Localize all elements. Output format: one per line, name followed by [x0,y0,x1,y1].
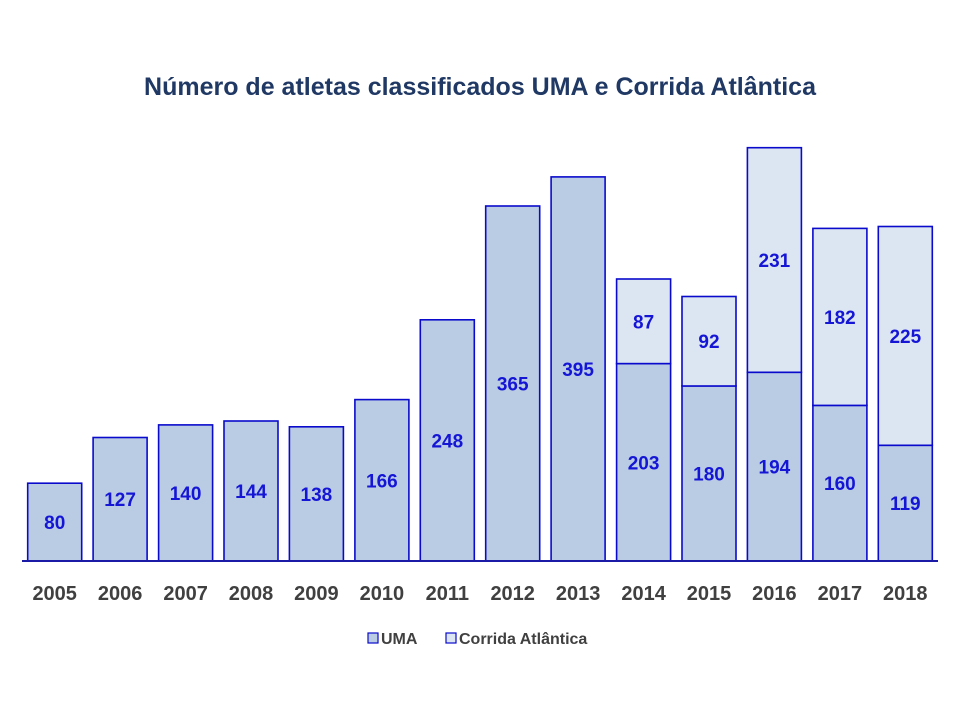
bar-uma-2017 [812,404,868,562]
data-label-uma-2006: 127 [104,490,136,511]
data-label-uma-2010: 166 [366,471,398,492]
bars-group [26,146,934,562]
legend-label-uma: UMA [381,631,418,648]
bar-uma-2018 [877,444,934,562]
bar-corrida-atlantica-2016 [746,146,803,374]
x-tick-2010: 2010 [360,583,405,605]
data-label-uma-2013: 395 [562,360,594,381]
data-label-corrida-atlantica-2014: 87 [633,312,654,333]
x-tick-labels: 2005 2006 2007 2008 2009 2010 2011 2012 2013 2014… [32,583,927,605]
bar-uma-2012 [484,205,541,562]
bar-uma-2014 [615,362,672,562]
bar-uma-2005 [26,482,83,562]
legend-label-corrida-atlantica: Corrida Atlântica [459,631,587,648]
data-label-uma-2014: 203 [628,453,660,474]
data-label-uma-2017: 160 [824,474,856,495]
data-labels-group: 80 127 140 144 138 166 248 365 395 203 87 180 92 194 2… [44,251,921,534]
x-tick-2018: 2018 [883,583,928,605]
data-label-uma-2005: 80 [44,513,65,534]
legend-swatch-uma [367,632,379,644]
x-tick-2006: 2006 [98,583,143,605]
x-tick-2005: 2005 [32,583,77,605]
legend-swatch-corrida-atlantica [445,632,457,644]
x-tick-2017: 2017 [818,583,863,605]
data-label-corrida-atlantica-2017: 182 [824,308,856,329]
bar-corrida-atlantica-2017 [812,227,868,407]
x-tick-2009: 2009 [294,583,339,605]
data-label-uma-2009: 138 [301,485,333,506]
data-label-corrida-atlantica-2015: 92 [698,332,719,353]
data-label-uma-2011: 248 [431,431,463,452]
bar-uma-2010 [354,398,410,562]
data-label-uma-2007: 140 [170,484,202,505]
x-tick-2015: 2015 [687,583,732,605]
bar-corrida-atlantica-2015 [681,295,737,387]
bar-corrida-atlantica-2018 [877,225,934,447]
x-tick-2012: 2012 [490,583,535,605]
data-label-uma-2008: 144 [235,482,267,503]
bar-uma-2015 [681,385,737,562]
x-tick-2007: 2007 [163,583,208,605]
x-tick-2011: 2011 [426,583,469,605]
data-label-uma-2012: 365 [497,375,529,396]
bar-uma-2006 [92,436,148,562]
x-tick-2008: 2008 [229,583,274,605]
data-label-uma-2015: 180 [693,465,725,486]
data-label-corrida-atlantica-2016: 231 [759,251,791,272]
legend: UMA Corrida Atlântica [367,631,587,648]
x-tick-2016: 2016 [752,583,797,605]
bar-uma-2007 [157,424,214,562]
x-tick-2013: 2013 [556,583,601,605]
data-label-uma-2018: 119 [890,494,921,515]
bar-uma-2008 [223,420,279,562]
x-tick-2014: 2014 [621,583,666,605]
data-label-corrida-atlantica-2018: 225 [889,327,921,348]
data-label-uma-2016: 194 [759,458,791,479]
chart-title: Número de atletas classificados UMA e Co… [144,73,817,101]
bar-corrida-atlantica-2014 [615,278,672,365]
